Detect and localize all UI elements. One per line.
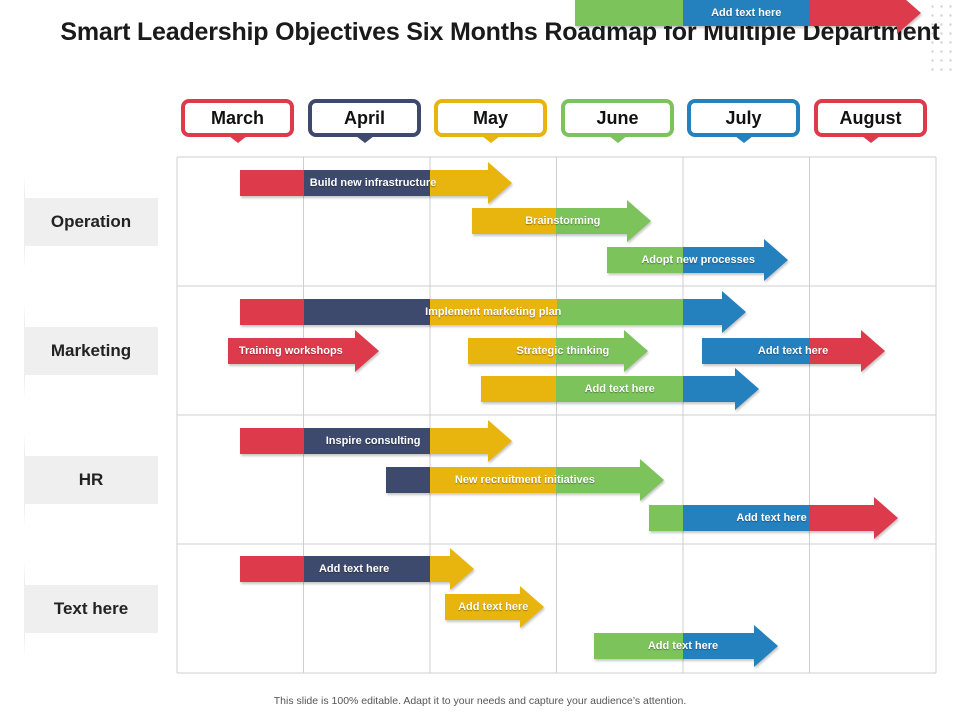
task-bar-segment	[240, 299, 304, 325]
task-bar-segment	[303, 299, 430, 325]
task-bar	[467, 330, 648, 372]
task-label: Inspire consulting	[325, 435, 421, 447]
task-bar-segment	[682, 505, 810, 531]
month-tab-july: July	[687, 99, 800, 143]
task-label: Add text here	[458, 601, 529, 613]
task-bar-segment	[430, 170, 489, 196]
arrow-head	[896, 0, 921, 34]
task-bar-segment	[683, 299, 723, 325]
task-bar	[480, 368, 759, 410]
arrow-head	[874, 497, 899, 539]
arrow-head	[450, 548, 475, 590]
task-bar-segment	[648, 505, 683, 531]
arrow-head	[488, 420, 513, 462]
arrow-head	[753, 625, 778, 667]
task-bar-segment	[594, 633, 683, 659]
task-bar	[240, 291, 747, 333]
task-bar	[240, 162, 513, 204]
department-label: Marketing	[24, 326, 158, 375]
arrow-head	[519, 586, 544, 628]
task-bar-segment	[471, 208, 557, 234]
task-bar-segment	[467, 338, 557, 364]
month-tab-may: May	[434, 99, 547, 143]
task-bar-segment	[556, 376, 683, 402]
task-bar-segment	[682, 0, 810, 26]
task-bar-segment	[682, 376, 735, 402]
task-bar-segment	[429, 467, 557, 493]
task-bar-segment	[240, 556, 304, 582]
task-bar	[240, 548, 475, 590]
arrow-head	[861, 330, 886, 372]
task-bar-segment	[682, 633, 754, 659]
task-bar	[240, 420, 513, 462]
task-label: Add text here	[757, 345, 829, 357]
task-bar	[575, 0, 921, 34]
department-label: Text here	[24, 584, 158, 633]
task-bar	[594, 625, 778, 667]
month-tab-june: June	[561, 99, 674, 143]
task-bar	[701, 330, 886, 372]
dot-pattern-decoration	[928, 2, 954, 72]
task-bar-segment	[809, 338, 862, 364]
month-tab-august: August	[814, 99, 927, 143]
footer-note: This slide is 100% editable. Adapt it to…	[273, 695, 687, 707]
task-label: Brainstorming	[525, 215, 601, 227]
task-bar-segment	[556, 467, 640, 493]
task-label: Add text here	[647, 640, 719, 652]
task-bar-segment	[240, 428, 304, 454]
task-bar	[471, 200, 652, 242]
task-bar-segment	[480, 376, 557, 402]
task-label: Add text here	[736, 512, 807, 524]
department-label: Operation	[24, 197, 158, 246]
task-bar	[445, 586, 544, 628]
task-label: Add text here	[318, 563, 390, 575]
task-label: Implement marketing plan	[425, 306, 562, 318]
task-label: New recruitment initiatives	[454, 474, 595, 486]
task-label: Add text here	[584, 383, 655, 395]
task-bar-segment	[240, 170, 304, 196]
arrow-head	[623, 330, 648, 372]
task-bar-segment	[607, 247, 683, 273]
task-bar	[227, 330, 380, 372]
task-bar-segment	[430, 428, 489, 454]
arrow-head	[640, 459, 664, 501]
task-bar-segment	[556, 299, 683, 325]
task-label: Build new infrastructure	[309, 177, 437, 189]
arrow-head	[488, 162, 513, 204]
task-label: Strategic thinking	[516, 345, 610, 357]
arrow-head	[763, 239, 788, 281]
task-bar-segment	[303, 170, 430, 196]
department-label: HR	[24, 455, 158, 504]
task-bar-segment	[445, 594, 520, 620]
task-label: Add text here	[711, 7, 782, 19]
task-bar	[648, 497, 899, 539]
task-label: Adopt new processes	[641, 254, 756, 266]
task-bar-segment	[303, 556, 430, 582]
arrow-head	[627, 200, 652, 242]
arrow-head	[355, 330, 380, 372]
task-bar-segment	[575, 0, 683, 26]
task-bar-segment	[227, 338, 356, 364]
task-bar-segment	[430, 556, 451, 582]
month-tab-march: March	[181, 99, 294, 143]
arrow-head	[722, 291, 747, 333]
month-tab-april: April	[308, 99, 421, 143]
task-bar-segment	[385, 467, 430, 493]
task-label: Training workshops	[238, 345, 343, 357]
task-bar-segment	[701, 338, 810, 364]
task-bar-segment	[303, 428, 430, 454]
task-bar-segment	[809, 0, 897, 26]
task-bar-segment	[556, 338, 624, 364]
task-bar-segment	[809, 505, 875, 531]
task-bar-segment	[430, 299, 557, 325]
arrow-head	[734, 368, 759, 410]
task-bar	[607, 239, 788, 281]
task-bar-segment	[682, 247, 764, 273]
task-bar	[385, 459, 664, 501]
task-bar-segment	[556, 208, 628, 234]
